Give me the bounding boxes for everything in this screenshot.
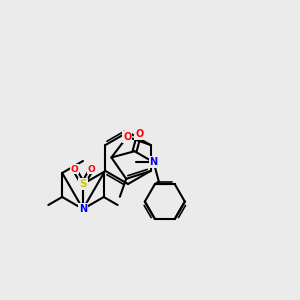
Text: S: S <box>79 179 87 189</box>
Text: O: O <box>123 132 131 142</box>
Text: O: O <box>88 165 95 174</box>
Text: O: O <box>70 165 78 174</box>
Text: N: N <box>150 157 158 167</box>
Text: N: N <box>79 204 87 214</box>
Text: O: O <box>135 129 143 139</box>
